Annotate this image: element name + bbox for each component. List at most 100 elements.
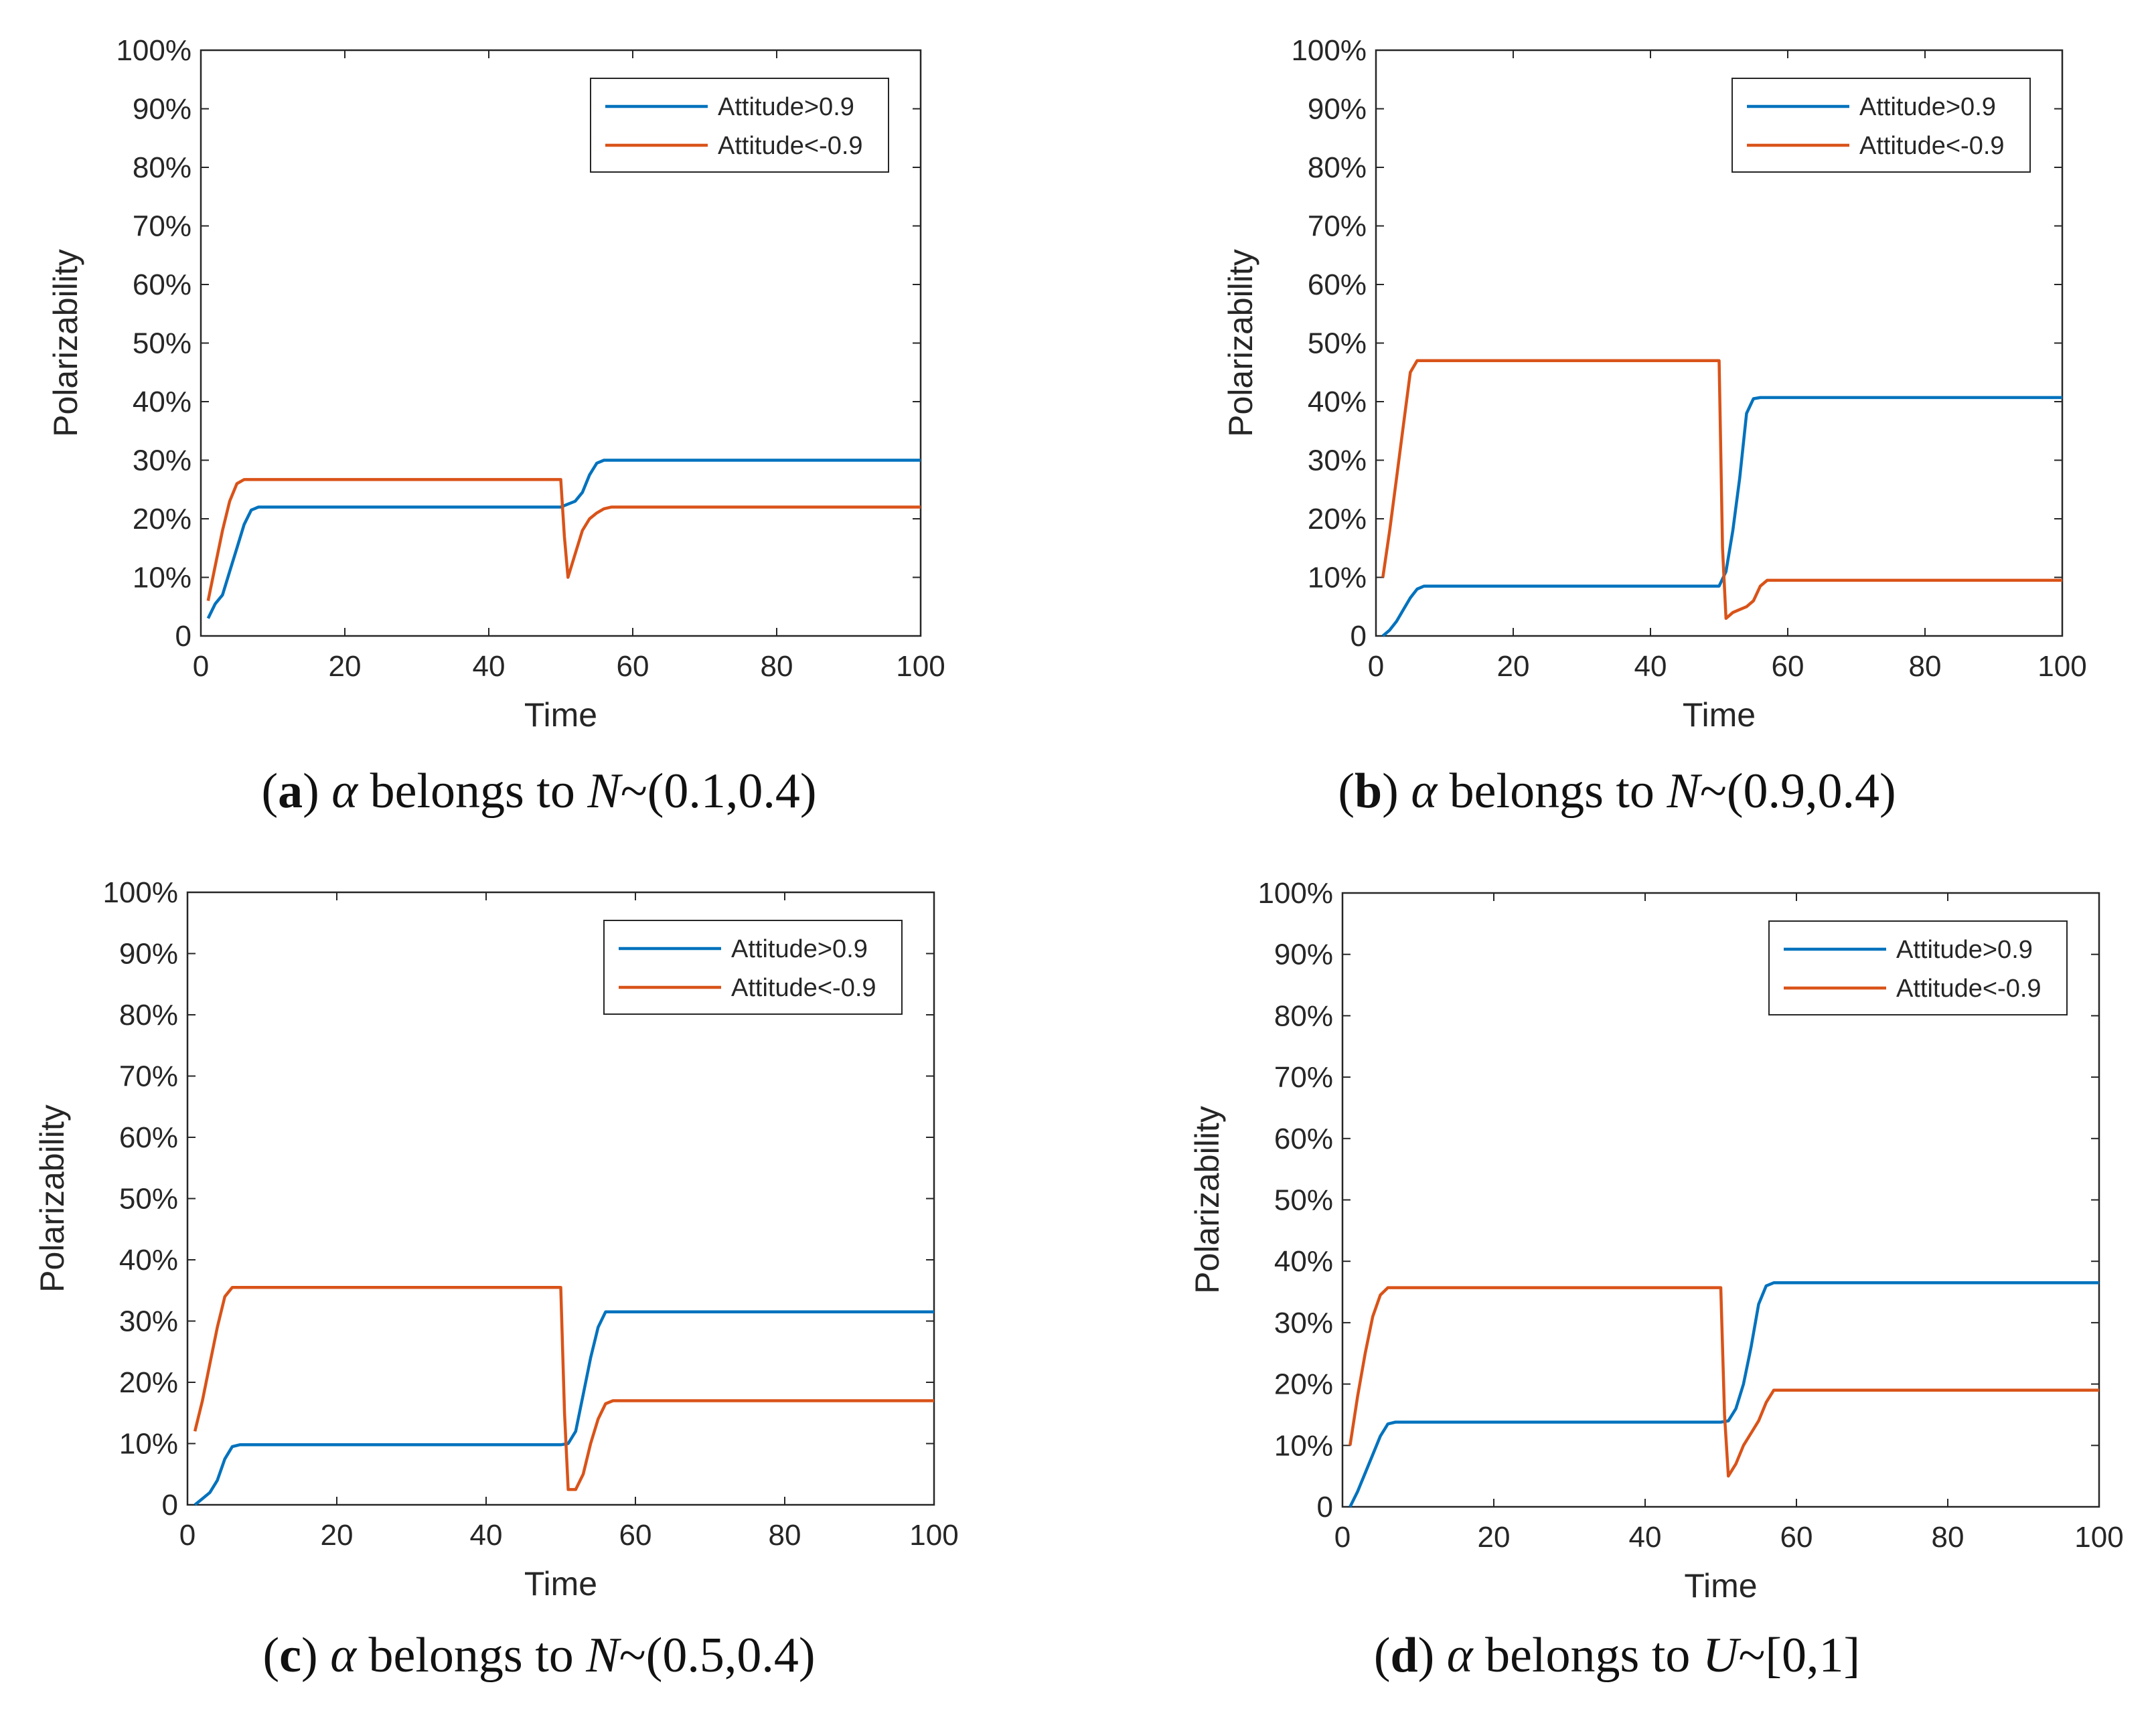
- y-tick-label-b: 40%: [1308, 386, 1367, 418]
- x-tick-label-b: 100: [2037, 650, 2086, 683]
- y-tick-label-c: 30%: [119, 1305, 178, 1338]
- x-tick-label-d: 40: [1629, 1521, 1662, 1554]
- y-tick-label-a: 70%: [133, 210, 191, 243]
- y-tick-label-d: 80%: [1274, 999, 1333, 1032]
- chart-panel-d: 0 10% 20% 30% 40% 50% 60% 70% 80% 90% 100% 0 20 40 60 8…: [1078, 858, 2156, 1715]
- x-axis-label-d: Time: [1684, 1567, 1757, 1605]
- x-tick-label-c: 60: [619, 1519, 652, 1552]
- y-tick-label-d: 60%: [1274, 1123, 1333, 1155]
- y-tick-label-c: 60%: [119, 1121, 178, 1154]
- y-tick-label-d: 0: [1317, 1491, 1333, 1524]
- y-tick-label-c: 80%: [119, 999, 178, 1032]
- y-tick-label-a: 40%: [133, 386, 191, 418]
- y-tick-label-c: 90%: [119, 938, 178, 971]
- x-tick-label-b: 80: [1909, 650, 1942, 683]
- y-tick-label-d: 10%: [1274, 1429, 1333, 1462]
- y-tick-label-d: 90%: [1274, 938, 1333, 971]
- y-tick-label-b: 100%: [1291, 34, 1367, 67]
- x-tick-label-a: 20: [329, 650, 362, 683]
- x-tick-label-c: 0: [179, 1519, 196, 1552]
- x-tick-label-a: 80: [761, 650, 793, 683]
- legend-box-c: [603, 920, 903, 1015]
- caption-a: (a) α belongs to N~(0.1,0.4): [261, 764, 817, 819]
- series-line-attitude-neg-b: [1381, 359, 2062, 621]
- y-axis-label-c: Polarizability: [33, 1105, 71, 1293]
- y-axis-label-a: Polarizability: [47, 249, 84, 437]
- y-tick-label-c: 0: [162, 1489, 178, 1522]
- y-tick-label-b: 60%: [1308, 268, 1367, 301]
- x-tick-label-c: 100: [909, 1519, 958, 1552]
- y-tick-label-c: 100%: [102, 876, 178, 909]
- legend-box-b: [1731, 78, 2031, 173]
- y-tick-label-c: 10%: [119, 1428, 178, 1461]
- y-tick-label-d: 40%: [1274, 1245, 1333, 1278]
- y-tick-label-c: 20%: [119, 1366, 178, 1399]
- plot-area-b: [1375, 49, 2064, 637]
- x-tick-label-b: 0: [1368, 650, 1384, 683]
- y-tick-label-d: 50%: [1274, 1184, 1333, 1217]
- x-tick-label-a: 60: [617, 650, 649, 683]
- legend-label-a: Attitude>0.9: [718, 93, 854, 121]
- y-tick-label-c: 70%: [119, 1060, 178, 1093]
- x-axis-label-c: Time: [524, 1565, 597, 1603]
- legend-label-b: Attitude>0.9: [1859, 93, 1996, 121]
- y-tick-label-b: 70%: [1308, 210, 1367, 243]
- x-tick-label-b: 20: [1497, 650, 1530, 683]
- legend-label-c: Attitude>0.9: [731, 935, 868, 963]
- y-tick-label-b: 0: [1351, 620, 1367, 653]
- caption-c: (c) α belongs to N~(0.5,0.4): [262, 1628, 816, 1683]
- caption-a-alpha: α: [331, 764, 358, 819]
- y-axis-label-b: Polarizability: [1222, 249, 1259, 437]
- x-tick-label-b: 40: [1634, 650, 1667, 683]
- y-tick-label-a: 100%: [116, 34, 191, 67]
- chart-c-svg: 0 10% 20% 30% 40% 50% 60% 70% 80% 90% 100% 0 20 40 60 8…: [33, 876, 959, 1603]
- caption-b-alpha: α: [1411, 764, 1438, 819]
- y-tick-label-a: 90%: [133, 93, 191, 126]
- y-tick-label-c: 50%: [119, 1183, 178, 1216]
- y-tick-label-b: 80%: [1308, 151, 1367, 184]
- x-tick-label-d: 20: [1478, 1521, 1511, 1554]
- x-tick-label-a: 0: [193, 650, 209, 683]
- legend-label-c: Attitude<-0.9: [731, 974, 876, 1002]
- x-tick-label-c: 80: [769, 1519, 801, 1552]
- series-line-attitude-pos-b: [1381, 396, 2062, 637]
- caption-d-dist: U: [1702, 1628, 1739, 1683]
- legend-label-a: Attitude<-0.9: [718, 132, 863, 160]
- series-line-attitude-neg-d: [1349, 1286, 2099, 1478]
- y-tick-label-b: 30%: [1308, 444, 1367, 477]
- series-line-attitude-pos-a: [206, 459, 921, 619]
- chart-d-svg: 0 10% 20% 30% 40% 50% 60% 70% 80% 90% 100% 0 20 40 60 8…: [1188, 877, 2124, 1605]
- caption-b-dist: N: [1667, 764, 1700, 819]
- caption-d-alpha: α: [1446, 1628, 1473, 1683]
- caption-a-letter: a: [278, 764, 303, 819]
- chart-panel-b: 0 10% 20% 30% 40% 50% 60% 70% 80% 90% 100% 0 20 40 60 8…: [1078, 0, 2156, 858]
- y-tick-label-a: 0: [175, 620, 191, 653]
- series-line-attitude-neg-a: [206, 478, 921, 601]
- y-tick-label-b: 50%: [1308, 327, 1367, 360]
- chart-panel-c: 0 10% 20% 30% 40% 50% 60% 70% 80% 90% 100% 0 20 40 60 8…: [0, 858, 1078, 1715]
- y-tick-label-a: 80%: [133, 151, 191, 184]
- y-tick-label-b: 90%: [1308, 93, 1367, 126]
- y-tick-label-a: 60%: [133, 268, 191, 301]
- y-tick-label-a: 50%: [133, 327, 191, 360]
- chart-a-svg: 0 10% 20% 30% 40% 50% 60% 70% 80% 90% 100% 0 20 40 60 8…: [47, 34, 945, 734]
- caption-b-letter: b: [1355, 764, 1383, 819]
- y-tick-label-a: 10%: [133, 562, 191, 594]
- y-tick-label-a: 30%: [133, 444, 191, 477]
- x-axis-label-a: Time: [524, 696, 597, 734]
- caption-c-alpha: α: [330, 1628, 357, 1683]
- caption-d-letter: d: [1390, 1628, 1418, 1683]
- x-tick-label-a: 40: [473, 650, 506, 683]
- legend-box-a: [590, 78, 889, 173]
- legend-label-d: Attitude>0.9: [1896, 936, 2033, 964]
- x-tick-label-c: 20: [321, 1519, 354, 1552]
- y-tick-label-d: 20%: [1274, 1368, 1333, 1401]
- caption-d: (d) α belongs to U~[0,1]: [1373, 1628, 1861, 1683]
- chart-b-svg: 0 10% 20% 30% 40% 50% 60% 70% 80% 90% 100% 0 20 40 60 8…: [1222, 34, 2087, 734]
- series-line-attitude-pos-c: [194, 1310, 934, 1506]
- x-tick-label-d: 80: [1932, 1521, 1965, 1554]
- x-tick-label-d: 60: [1780, 1521, 1813, 1554]
- legend-label-b: Attitude<-0.9: [1859, 132, 2005, 160]
- caption-a-dist: N: [587, 764, 621, 819]
- caption-b: (b) α belongs to N~(0.9,0.4): [1338, 764, 1896, 819]
